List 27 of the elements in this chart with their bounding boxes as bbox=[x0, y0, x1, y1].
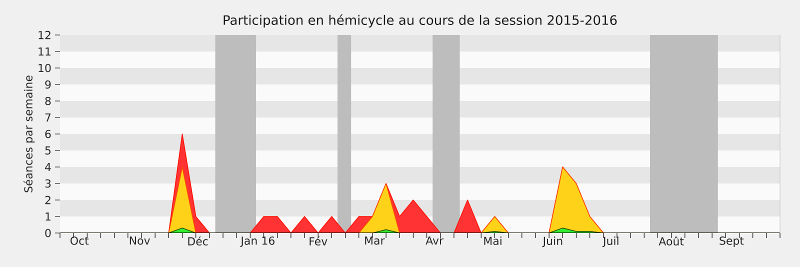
x-tick-label: Oct bbox=[70, 236, 89, 245]
y-tick-label: 0 bbox=[45, 228, 51, 238]
x-tick-label: Sept bbox=[720, 236, 744, 247]
y-tick-label: 12 bbox=[38, 30, 50, 40]
x-tick-label: Nov bbox=[130, 236, 150, 245]
x-tick-label: Déc bbox=[188, 236, 208, 246]
y-tick-label: 10 bbox=[38, 64, 51, 72]
x-tick-label: Août bbox=[658, 236, 684, 246]
x-tick-label: Fév bbox=[310, 236, 328, 246]
x-tick-label: Jan 16 bbox=[240, 236, 274, 247]
y-tick-label: 7 bbox=[45, 113, 51, 122]
y-tick-label: 4 bbox=[45, 162, 51, 172]
y-tick-label: 8 bbox=[45, 96, 51, 106]
y-tick-label: 1 bbox=[46, 212, 50, 221]
y-tick-label: 6 bbox=[45, 130, 51, 138]
y-tick-label: 3 bbox=[45, 179, 51, 188]
chart-title: Participation en hémicycle au cours de la session 2015-2016 bbox=[224, 14, 617, 28]
y-axis-title: Séances par semaine bbox=[24, 76, 35, 192]
x-tick-label: Juin bbox=[542, 236, 562, 248]
x-tick-label: Juil bbox=[602, 236, 618, 248]
y-tick-label: 11 bbox=[38, 47, 50, 56]
y-tick-label: 2 bbox=[45, 196, 50, 204]
y-tick-label: 5 bbox=[45, 146, 51, 155]
y-tick-label: 9 bbox=[45, 80, 51, 89]
x-tick-label: Avr bbox=[426, 236, 444, 245]
x-tick-label: Mar bbox=[365, 236, 385, 245]
x-tick-label: Mai bbox=[484, 236, 502, 246]
